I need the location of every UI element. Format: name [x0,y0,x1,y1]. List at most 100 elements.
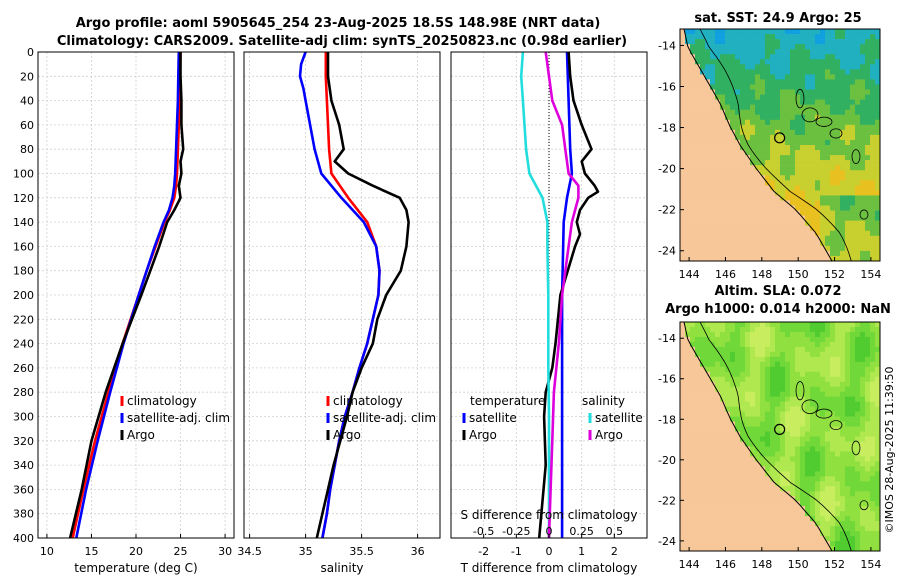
sla-cell [735,531,741,537]
sla-cell [680,531,686,537]
sst-cell [860,69,866,75]
legend-satellite-adj-label: satellite-adj. clim [333,411,436,425]
sst-cell [800,225,806,232]
sst-cell [820,200,826,206]
sst-cell [780,29,786,35]
sla-cell [810,531,816,537]
sla-cell [840,336,846,343]
sst-cell [810,139,816,146]
sla-cell [695,426,701,432]
sst-cell [760,210,766,216]
sst-cell [850,245,856,252]
sla-cell [780,496,786,502]
sst-cell [720,54,726,60]
sst-cell [735,240,741,247]
sla-cell [715,326,721,333]
sla-cell [680,496,686,502]
sst-float-marker [774,132,786,144]
sst-cell [775,119,781,126]
sst-cell [805,104,811,110]
sla-cell [820,391,826,397]
sst-cell [835,255,841,262]
sst-cell [720,145,726,151]
sla-cell [695,371,701,378]
sst-cell [790,230,796,237]
sst-cell [730,109,736,116]
sla-cell [835,451,841,457]
sst-cell [840,124,846,131]
sla-cell [845,441,851,447]
sla-cell [845,326,851,333]
sst-cell [805,155,811,161]
sla-cell [740,341,746,348]
sla-cell [870,521,876,527]
sst-cell [835,150,841,156]
sst-cell [725,180,731,186]
sla-cell [815,356,821,363]
sla-cell [835,371,841,378]
sla-cell [735,536,741,542]
sst-cell [730,210,736,216]
sst-cell [745,180,751,186]
sla-cell [745,361,751,368]
sla-cell [685,506,691,512]
sst-cell [795,89,801,95]
sst-cell [785,215,791,221]
sst-cell [725,255,731,262]
sla-cell [710,416,716,422]
sst-cell [780,129,786,136]
sst-cell [740,250,746,257]
sst-cell [865,230,871,237]
sla-cell [820,431,826,437]
sla-cell [815,521,821,527]
sla-cell [770,426,776,432]
sla-cell [875,411,881,417]
sla-cell [770,346,776,353]
sla-cell [750,536,756,542]
sla-cell [840,476,846,482]
sst-cell [810,79,816,85]
sst-cell [720,84,726,90]
sla-cell [825,346,831,353]
sla-cell [870,336,876,343]
sla-cell [830,436,836,442]
sst-cell [870,39,876,45]
sla-cell [760,506,766,512]
sla-cell [825,341,831,348]
sla-cell [680,331,686,338]
sst-cell [815,245,821,252]
sst-cell [735,235,741,242]
sst-cell [730,59,736,65]
sst-cell [720,210,726,216]
sla-cell [710,431,716,437]
x-tick-label: 15 [84,545,98,558]
sla-cell [695,481,701,487]
sla-cell [805,376,811,383]
sla-cell [800,341,806,348]
sla-cell [865,322,871,328]
sst-cell [875,124,881,131]
sla-cell [775,416,781,422]
sla-cell [790,331,796,338]
sla-cell [875,461,881,467]
sst-cell [805,49,811,55]
sst-cell [725,49,731,55]
sst-cell [800,39,806,45]
sst-cell [690,29,696,35]
sst-cell [690,54,696,60]
sla-cell [835,421,841,427]
sla-cell [750,431,756,437]
sst-cell [690,190,696,196]
sst-cell [775,104,781,110]
sst-cell [720,114,726,121]
sla-cell [775,511,781,517]
sst-cell [695,139,701,146]
sst-cell [790,175,796,181]
sla-cell [760,361,766,368]
sla-cell [845,476,851,482]
sla-cell [700,426,706,432]
sla-cell [735,336,741,343]
sst-cell [830,240,836,247]
sla-cell [755,516,761,522]
sst-cell [820,64,826,70]
